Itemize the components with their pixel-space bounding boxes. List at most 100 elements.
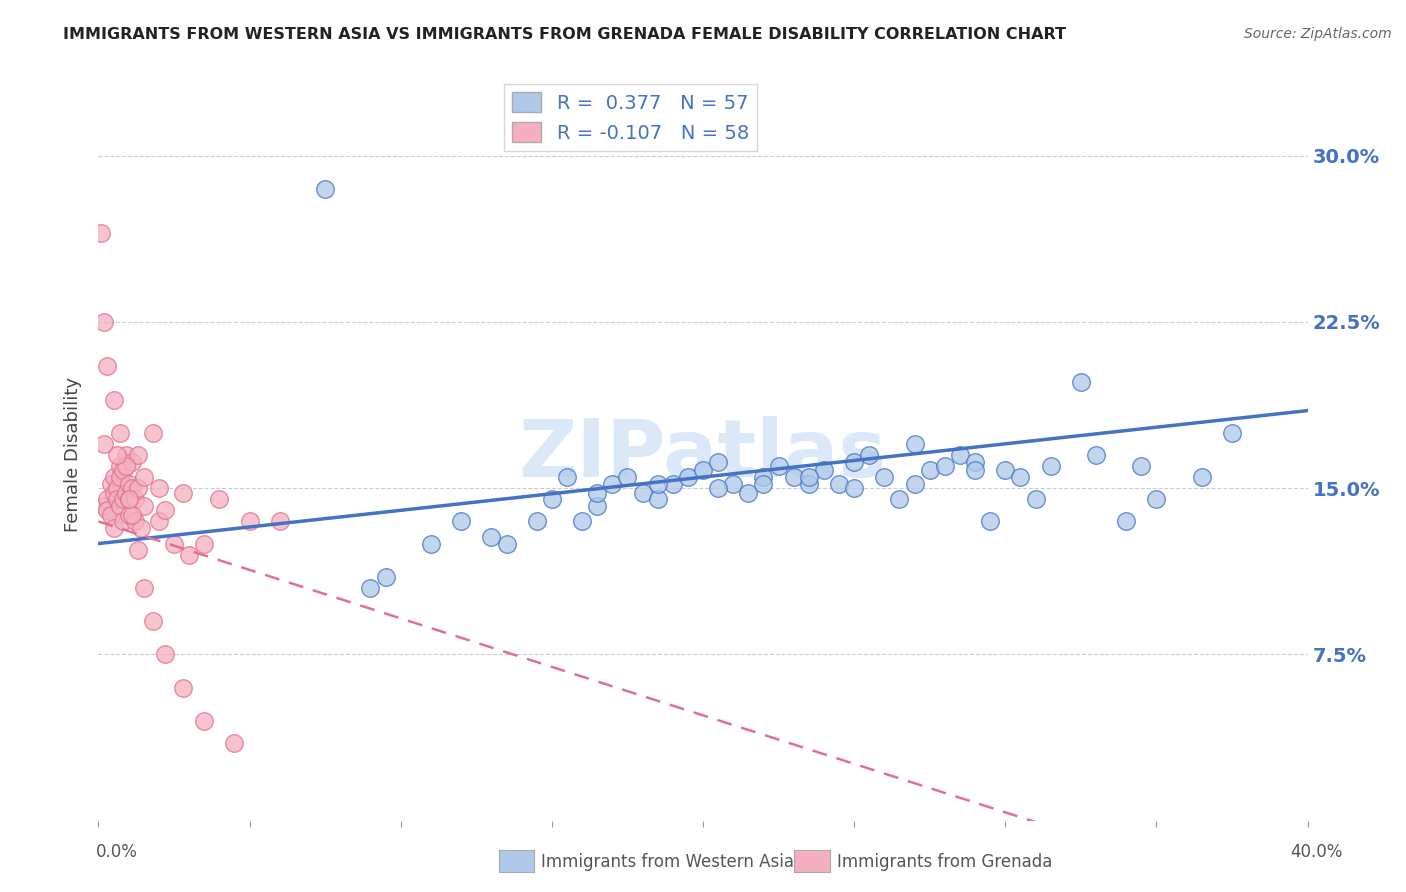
- Point: [918, 463, 941, 477]
- Point: [114, 485, 136, 500]
- Point: [179, 548, 201, 562]
- Point: [994, 463, 1017, 477]
- Point: [661, 476, 683, 491]
- Legend: R =  0.377   N = 57, R = -0.107   N = 58: R = 0.377 N = 57, R = -0.107 N = 58: [505, 84, 756, 151]
- Point: [148, 515, 170, 529]
- Point: [224, 736, 246, 750]
- Text: 40.0%: 40.0%: [1291, 843, 1343, 861]
- Point: [96, 492, 118, 507]
- Point: [103, 392, 125, 407]
- Point: [723, 476, 745, 491]
- Point: [118, 492, 141, 507]
- Point: [269, 515, 291, 529]
- Point: [153, 648, 176, 662]
- Point: [797, 476, 820, 491]
- Point: [100, 476, 122, 491]
- Point: [114, 448, 136, 462]
- Point: [647, 476, 669, 491]
- Y-axis label: Female Disability: Female Disability: [65, 377, 83, 533]
- Point: [124, 492, 146, 507]
- Point: [858, 448, 880, 462]
- Point: [111, 463, 134, 477]
- Point: [193, 536, 215, 550]
- Point: [118, 492, 141, 507]
- Point: [707, 481, 730, 495]
- Text: 0.0%: 0.0%: [96, 843, 138, 861]
- Point: [108, 470, 131, 484]
- Point: [314, 182, 336, 196]
- Point: [616, 470, 638, 484]
- Point: [105, 492, 128, 507]
- Point: [121, 454, 143, 468]
- Point: [129, 521, 152, 535]
- Point: [127, 543, 149, 558]
- Point: [540, 492, 562, 507]
- Text: Source: ZipAtlas.com: Source: ZipAtlas.com: [1244, 27, 1392, 41]
- Point: [105, 448, 128, 462]
- Point: [374, 570, 396, 584]
- Point: [420, 536, 443, 550]
- Point: [934, 458, 956, 473]
- Point: [132, 581, 155, 595]
- Point: [813, 463, 835, 477]
- Point: [208, 492, 231, 507]
- Point: [100, 508, 122, 522]
- Point: [118, 508, 141, 522]
- Point: [979, 515, 1001, 529]
- Point: [481, 530, 503, 544]
- Point: [1220, 425, 1243, 440]
- Point: [571, 515, 593, 529]
- Point: [873, 470, 896, 484]
- Point: [495, 536, 517, 550]
- Point: [586, 485, 609, 500]
- Point: [93, 315, 115, 329]
- Point: [121, 508, 143, 522]
- Point: [768, 458, 790, 473]
- Point: [108, 458, 131, 473]
- Point: [676, 470, 699, 484]
- Point: [1115, 515, 1137, 529]
- Point: [555, 470, 578, 484]
- Point: [586, 499, 609, 513]
- Point: [93, 437, 115, 451]
- Point: [121, 481, 143, 495]
- Text: Immigrants from Western Asia: Immigrants from Western Asia: [541, 853, 794, 871]
- Point: [783, 470, 806, 484]
- Point: [360, 581, 382, 595]
- Point: [124, 515, 146, 529]
- Point: [239, 515, 262, 529]
- Point: [108, 499, 131, 513]
- Point: [904, 476, 927, 491]
- Point: [103, 521, 125, 535]
- Point: [904, 437, 927, 451]
- Point: [103, 470, 125, 484]
- Text: ZIPatlas: ZIPatlas: [519, 416, 887, 494]
- Point: [737, 485, 759, 500]
- Point: [111, 492, 134, 507]
- Point: [1191, 470, 1213, 484]
- Point: [828, 476, 851, 491]
- Point: [752, 470, 775, 484]
- Point: [1039, 458, 1062, 473]
- Point: [1070, 375, 1092, 389]
- Point: [1130, 458, 1153, 473]
- Point: [965, 454, 987, 468]
- Point: [132, 470, 155, 484]
- Point: [93, 499, 115, 513]
- Point: [1024, 492, 1046, 507]
- Point: [1010, 470, 1032, 484]
- Point: [153, 503, 176, 517]
- Point: [172, 681, 194, 695]
- Point: [965, 463, 987, 477]
- Point: [163, 536, 186, 550]
- Point: [132, 499, 155, 513]
- Point: [707, 454, 730, 468]
- Point: [142, 425, 165, 440]
- Point: [114, 458, 136, 473]
- Point: [1146, 492, 1168, 507]
- Point: [127, 481, 149, 495]
- Point: [127, 448, 149, 462]
- Point: [172, 485, 194, 500]
- Point: [889, 492, 911, 507]
- Point: [96, 503, 118, 517]
